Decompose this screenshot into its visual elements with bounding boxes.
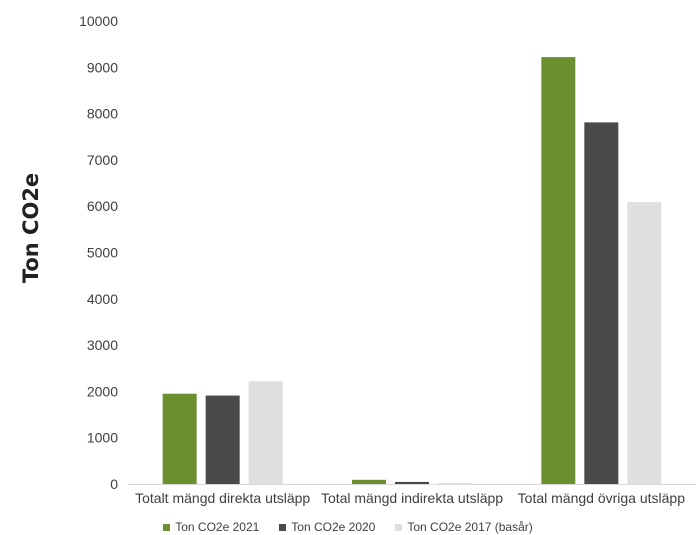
legend-label: Ton CO2e 2017 (basår) [407,520,533,534]
legend-label: Ton CO2e 2020 [291,520,376,534]
legend-item: Ton CO2e 2017 (basår) [395,520,533,534]
y-tick-label: 10000 [79,13,118,29]
legend-label: Ton CO2e 2021 [175,520,260,534]
x-axis: Totalt mängd direkta utsläpp Total mängd … [135,490,685,506]
y-tick-label: 4000 [87,291,118,307]
bar [352,479,386,484]
bar [438,483,472,484]
bar [205,395,240,484]
x-tick-label: Total mängd indirekta utsläpp [321,490,503,506]
y-tick-label: 7000 [87,152,118,168]
bar [395,481,429,484]
y-axis-label-text: Ton CO2e [19,173,43,283]
bar [248,381,283,484]
legend-swatch [279,523,287,531]
y-tick-label: 9000 [87,59,118,75]
legend-swatch [395,523,403,531]
y-tick-label: 8000 [87,106,118,122]
legend-swatch [163,523,171,531]
y-axis: 0 1000 2000 3000 4000 5000 6000 7000 8000 9000 100… [79,13,118,492]
y-tick-label: 3000 [87,337,118,353]
y-tick-label: 6000 [87,198,118,214]
legend-item: Ton CO2e 2021 [163,520,259,534]
bars [162,57,662,484]
bar-chart: 0 1000 2000 3000 4000 5000 6000 7000 8000 9000 100… [19,13,696,506]
bar [162,393,197,484]
y-tick-label: 5000 [87,245,118,261]
y-axis-label: Ton CO2e [19,173,43,283]
legend: Ton CO2e 2021 Ton CO2e 2020 Ton CO2e 2017 … [0,519,696,535]
y-tick-label: 1000 [87,430,118,446]
bar [627,202,662,484]
y-tick-label: 0 [110,476,118,492]
bar [541,57,576,484]
y-tick-label: 2000 [87,383,118,399]
x-tick-label: Total mängd övriga utsläpp [518,490,686,506]
bar [584,122,619,484]
x-tick-label: Totalt mängd direkta utsläpp [135,490,310,506]
legend-item: Ton CO2e 2020 [279,520,375,534]
